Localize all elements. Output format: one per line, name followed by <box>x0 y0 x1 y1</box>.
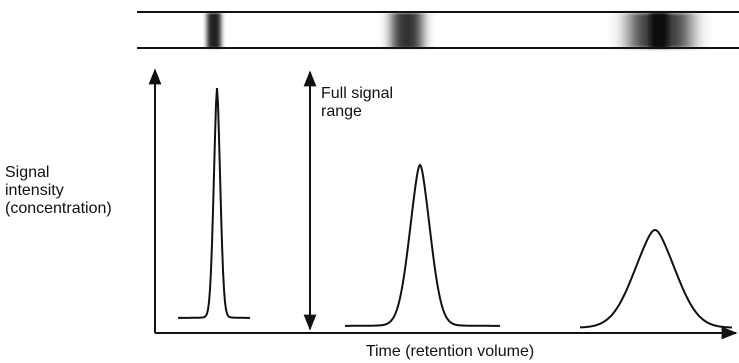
band-spot <box>207 13 221 48</box>
peak <box>580 228 732 329</box>
column-band <box>137 11 739 49</box>
band-spot <box>650 13 668 48</box>
peak <box>345 163 500 327</box>
y-axis-label: Signal intensity (concentration) <box>5 164 112 217</box>
label-line: Signal <box>5 164 49 181</box>
label-line: range <box>321 103 362 120</box>
peak <box>178 87 250 319</box>
peaks <box>178 87 732 329</box>
label-line: intensity <box>5 182 64 199</box>
range-label: Full signal range <box>321 85 393 120</box>
x-axis-label: Time (retention volume) <box>366 343 534 360</box>
band-spot <box>392 13 422 48</box>
label-line: (concentration) <box>5 200 112 217</box>
label-line: Full signal <box>321 85 393 102</box>
